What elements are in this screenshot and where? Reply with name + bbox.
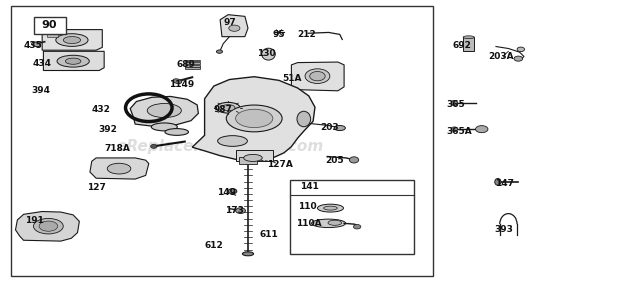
Text: 987: 987 [214, 105, 233, 114]
Ellipse shape [107, 163, 131, 174]
Bar [185, 62, 200, 64]
Text: 141: 141 [300, 182, 319, 191]
Ellipse shape [173, 79, 182, 83]
Ellipse shape [151, 144, 157, 148]
Text: 130: 130 [257, 49, 276, 58]
Bar [290, 180, 414, 254]
Text: 692: 692 [453, 41, 471, 50]
Text: 394: 394 [31, 86, 50, 95]
Text: 127: 127 [87, 183, 105, 192]
Text: 434: 434 [33, 59, 52, 68]
Polygon shape [220, 15, 248, 37]
Bar [11, 6, 433, 276]
Text: 147: 147 [495, 179, 514, 188]
Text: 393: 393 [495, 225, 513, 234]
Text: 205: 205 [326, 156, 344, 165]
Text: 365A: 365A [446, 127, 472, 136]
Text: 435: 435 [24, 41, 42, 50]
Text: 149: 149 [217, 188, 236, 197]
Ellipse shape [317, 204, 343, 212]
Ellipse shape [63, 37, 81, 44]
Text: 1149: 1149 [169, 80, 195, 89]
Text: 95: 95 [273, 30, 285, 39]
Polygon shape [16, 212, 79, 241]
Ellipse shape [33, 218, 63, 234]
Ellipse shape [236, 208, 246, 213]
Ellipse shape [66, 58, 81, 64]
Text: 97: 97 [223, 18, 236, 27]
Ellipse shape [216, 102, 240, 113]
Text: 110A: 110A [296, 219, 321, 228]
Ellipse shape [228, 189, 237, 194]
Ellipse shape [305, 69, 330, 83]
Text: 611: 611 [259, 230, 278, 239]
Ellipse shape [514, 56, 523, 61]
Ellipse shape [57, 55, 89, 67]
Bar [239, 157, 257, 164]
Ellipse shape [218, 136, 247, 146]
Text: eReplacementParts.com: eReplacementParts.com [117, 139, 324, 154]
Ellipse shape [216, 50, 223, 53]
Text: 392: 392 [98, 125, 117, 134]
Bar [185, 67, 200, 69]
Ellipse shape [242, 252, 254, 256]
Bar [463, 37, 474, 51]
Text: 365: 365 [446, 100, 465, 109]
Bar [34, 17, 66, 34]
Ellipse shape [451, 127, 458, 131]
Ellipse shape [517, 47, 525, 52]
Ellipse shape [328, 220, 342, 225]
Ellipse shape [165, 129, 188, 135]
Text: 90: 90 [42, 20, 57, 30]
Ellipse shape [353, 224, 361, 229]
Ellipse shape [451, 100, 458, 105]
Ellipse shape [221, 105, 235, 111]
Ellipse shape [244, 154, 262, 161]
Ellipse shape [32, 42, 40, 47]
Ellipse shape [39, 221, 58, 231]
Ellipse shape [297, 111, 311, 127]
Ellipse shape [312, 219, 346, 228]
Text: 689: 689 [177, 60, 195, 69]
Ellipse shape [324, 206, 337, 210]
Text: 173: 173 [225, 206, 244, 215]
Ellipse shape [56, 34, 88, 47]
Polygon shape [291, 62, 344, 91]
Text: 51A: 51A [282, 74, 301, 83]
Text: 718A: 718A [104, 144, 130, 153]
Polygon shape [192, 77, 315, 160]
Text: 127A: 127A [267, 160, 293, 169]
Bar [185, 60, 200, 61]
Ellipse shape [334, 125, 345, 131]
Ellipse shape [310, 72, 326, 81]
Text: 432: 432 [92, 105, 110, 114]
Ellipse shape [226, 105, 282, 132]
Ellipse shape [229, 25, 240, 31]
Text: 203A: 203A [489, 52, 514, 61]
Ellipse shape [262, 48, 275, 60]
Text: 612: 612 [205, 241, 223, 250]
Polygon shape [42, 30, 102, 50]
Ellipse shape [151, 123, 177, 131]
Ellipse shape [350, 157, 358, 163]
Bar [236, 150, 273, 161]
Text: 110: 110 [298, 202, 316, 211]
Ellipse shape [463, 36, 474, 39]
Polygon shape [130, 96, 198, 126]
Text: 203: 203 [321, 123, 339, 132]
Ellipse shape [476, 125, 488, 133]
Polygon shape [43, 51, 104, 70]
Polygon shape [90, 158, 149, 179]
Text: 191: 191 [25, 216, 43, 225]
Text: 212: 212 [298, 30, 316, 39]
Bar [46, 33, 58, 37]
Ellipse shape [495, 179, 501, 185]
Ellipse shape [148, 103, 182, 118]
Ellipse shape [236, 109, 273, 127]
Bar [185, 65, 200, 67]
